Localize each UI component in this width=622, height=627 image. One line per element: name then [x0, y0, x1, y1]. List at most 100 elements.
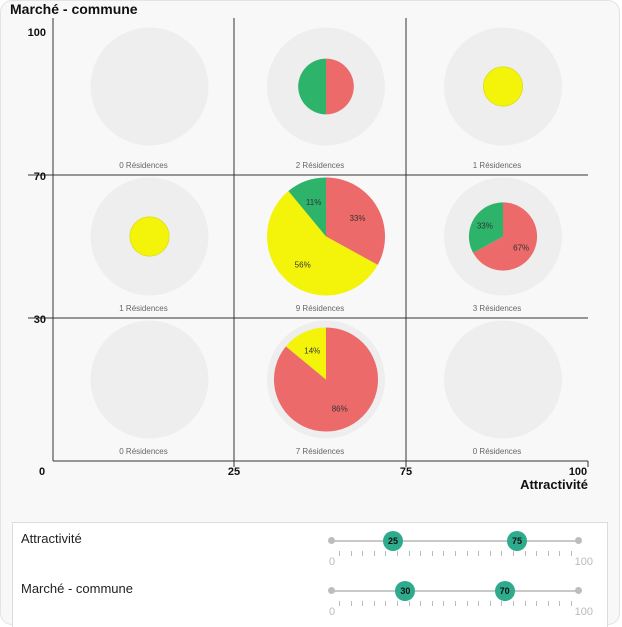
- slider-tick: [536, 551, 538, 556]
- slider-tick: [466, 551, 468, 556]
- slider-min-label: 0: [329, 556, 336, 568]
- slider-tick: [385, 551, 387, 556]
- slider-tick: [524, 551, 526, 556]
- track-end-dot: [575, 587, 582, 594]
- y-tick-label: 70: [34, 171, 46, 183]
- pie-outline: [483, 66, 523, 107]
- slider-tick: [443, 601, 445, 606]
- pie-slice: [326, 58, 354, 115]
- slider-tick: [501, 601, 503, 606]
- attractivite-range-slider[interactable]: 0 100 25 75: [328, 523, 593, 568]
- slider-tick: [408, 601, 410, 606]
- slider-tick: [466, 601, 468, 606]
- slider-tick: [478, 551, 480, 556]
- slider-tick: [513, 551, 514, 556]
- x-tick-label: 25: [228, 466, 240, 478]
- bubble-matrix-chart: 0 Résidences 2 Résidences 1 Résidences 1 Ré…: [28, 18, 589, 478]
- slider-tick: [350, 551, 352, 556]
- slice-label: 67%: [513, 243, 529, 252]
- pie-slice: [129, 216, 170, 257]
- slider-tick: [547, 551, 549, 556]
- y-axis-label: Marché - commune: [10, 1, 138, 17]
- slice-label: 11%: [306, 198, 321, 207]
- slider-tick: [397, 601, 398, 606]
- cell-count-label: 0 Résidences: [473, 447, 521, 456]
- slider-tick: [501, 551, 503, 556]
- slider-max-label: 100: [574, 556, 593, 568]
- marche-low-handle[interactable]: 30: [395, 581, 416, 601]
- cell-count-label: 0 Résidences: [119, 161, 167, 170]
- cell-count-label: 0 Résidences: [119, 447, 167, 456]
- slider-track[interactable]: [331, 590, 579, 592]
- cell-count-label: 1 Résidences: [473, 161, 521, 170]
- slider-tick: [373, 601, 375, 606]
- pie-slice: [267, 191, 378, 296]
- slider-tick: [536, 601, 538, 606]
- slider-tick: [362, 601, 364, 606]
- y-tick-label: 100: [28, 27, 46, 39]
- attractivite-low-handle[interactable]: 25: [383, 531, 403, 551]
- cell-count-label: 7 Résidences: [296, 447, 344, 456]
- track-end-dot: [575, 537, 582, 544]
- slider-tick: [455, 551, 456, 556]
- slider-tick: [420, 601, 422, 606]
- slider-tick: [431, 551, 433, 556]
- pie-slice: [468, 202, 503, 253]
- slider-tick: [443, 551, 445, 556]
- slider-tick: [397, 551, 398, 556]
- slider-tick: [339, 601, 340, 606]
- slider-tick: [559, 601, 561, 606]
- attractivite-high-handle[interactable]: 75: [507, 531, 527, 551]
- pie-slice: [285, 327, 326, 380]
- slice-label: 86%: [332, 405, 348, 414]
- slice-label: 14%: [304, 346, 320, 355]
- range-controls: Attractivité 0 100 25 75 Marché - commun…: [12, 522, 608, 627]
- pie-slice: [298, 58, 326, 115]
- slider-tick: [350, 601, 352, 606]
- x-tick-label: 100: [569, 466, 587, 478]
- pie-slice: [288, 177, 326, 237]
- slider-ticks: [331, 551, 579, 557]
- x-axis-label: Attractivité: [520, 477, 588, 492]
- marche-slider-label: Marché - commune: [21, 581, 133, 596]
- cell-count-label: 2 Résidences: [296, 161, 344, 170]
- slider-tick: [489, 551, 491, 556]
- cell-halo: [90, 27, 209, 146]
- track-start-dot: [328, 587, 335, 594]
- slider-tick: [524, 601, 526, 606]
- x-tick-label: 0: [39, 466, 45, 478]
- slider-min-label: 0: [329, 606, 336, 618]
- cell-count-label: 3 Résidences: [473, 304, 521, 313]
- slider-tick: [431, 601, 433, 606]
- marche-range-slider[interactable]: 0 100 30 70: [328, 573, 593, 618]
- slider-max-label: 100: [574, 606, 593, 618]
- slice-label: 33%: [477, 222, 493, 231]
- cell-halo: [444, 320, 562, 439]
- attractivite-slider-label: Attractivité: [21, 531, 82, 546]
- slider-track[interactable]: [331, 540, 579, 542]
- pie-slice: [483, 66, 523, 107]
- slider-tick: [385, 601, 387, 606]
- slider-tick: [362, 551, 364, 556]
- y-tick-label: 30: [34, 314, 46, 326]
- slider-tick: [373, 551, 375, 556]
- cell-count-label: 9 Résidences: [296, 304, 344, 313]
- marche-high-handle[interactable]: 70: [494, 581, 515, 601]
- slider-tick: [513, 601, 514, 606]
- cell-halo: [90, 320, 209, 439]
- slice-label: 33%: [349, 214, 365, 223]
- slider-tick: [420, 551, 422, 556]
- slider-tick: [547, 601, 549, 606]
- slider-tick: [478, 601, 480, 606]
- slider-tick: [408, 551, 410, 556]
- slider-tick: [571, 551, 572, 556]
- slider-tick: [455, 601, 456, 606]
- slider-tick: [339, 551, 340, 556]
- cell-count-label: 1 Résidences: [119, 304, 167, 313]
- slider-ticks: [331, 601, 579, 607]
- slice-label: 56%: [295, 261, 311, 270]
- pie-outline: [129, 216, 170, 257]
- x-tick-label: 75: [400, 466, 412, 478]
- slider-tick: [571, 601, 572, 606]
- pie-slice: [326, 177, 385, 265]
